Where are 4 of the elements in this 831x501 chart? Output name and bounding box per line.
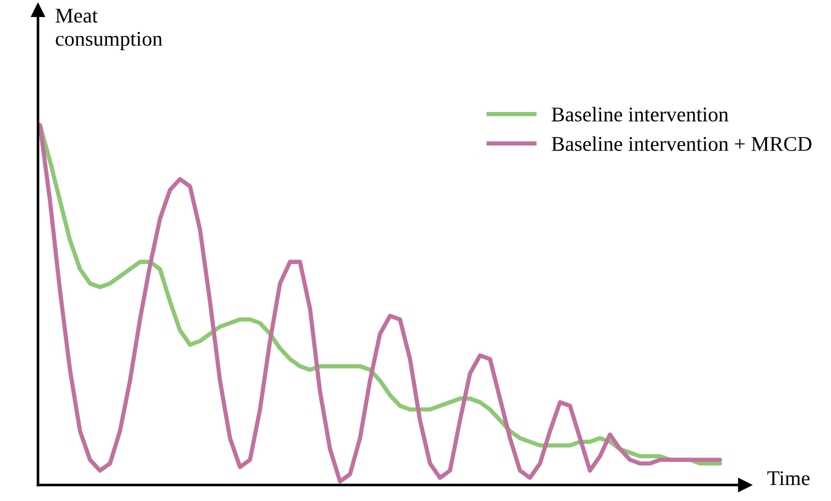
legend-label: Baseline intervention [552, 106, 728, 122]
legend-label: Baseline intervention + MRCD [552, 136, 812, 151]
y-axis-title: Meat consumption [56, 8, 162, 50]
x-axis-title: Time [767, 471, 810, 486]
